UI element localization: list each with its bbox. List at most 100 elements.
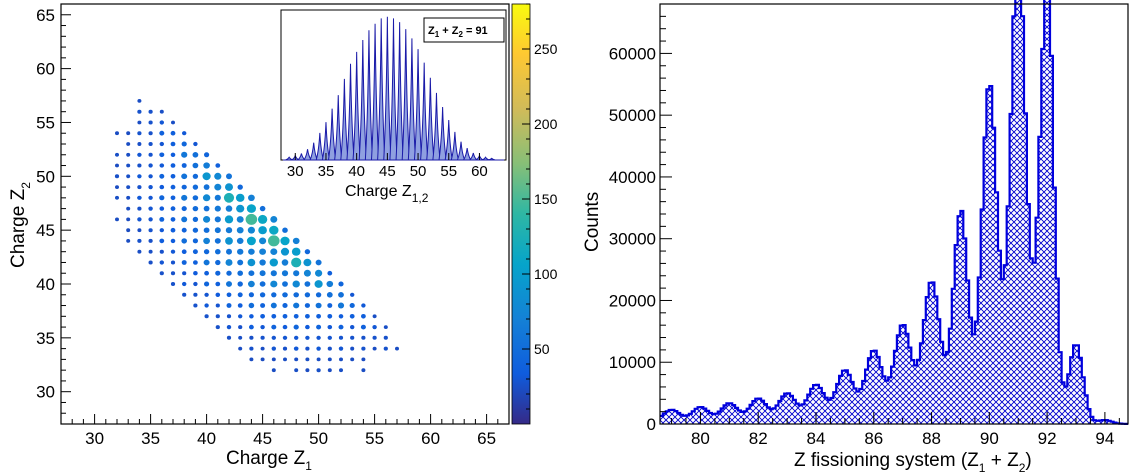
heatmap-cell (260, 335, 265, 340)
heatmap-cell (171, 120, 175, 125)
inset-peak (370, 23, 380, 161)
heatmap-cell (271, 292, 277, 298)
y-tick-label: 55 (36, 113, 55, 132)
heatmap-cell (248, 194, 255, 201)
heatmap-cell (316, 324, 322, 330)
colorbar-tick-label: 50 (534, 341, 550, 357)
heatmap-cell (338, 324, 344, 330)
heatmap-cell (350, 335, 355, 340)
hist-x-tick-label: 88 (922, 429, 941, 448)
heatmap-cell (237, 292, 243, 298)
inset-peak (358, 39, 367, 161)
heatmap-cell (159, 184, 165, 190)
heatmap-cell (126, 152, 131, 157)
heatmap-cell (148, 206, 153, 211)
heatmap-cell (214, 227, 221, 234)
heatmap-cell (282, 227, 288, 233)
heatmap-cell (203, 227, 210, 233)
heatmap-cell (315, 302, 322, 309)
heatmap-cell (225, 237, 233, 245)
heatmap-cell (223, 192, 235, 203)
histogram-x-axis-title: Z fissioning system (Z1 + Z2) (794, 450, 1032, 475)
y-tick-label: 30 (36, 383, 55, 402)
heatmap-cell (316, 357, 321, 362)
hist-y-tick-label: 10000 (609, 353, 656, 372)
heatmap-cell (214, 205, 221, 212)
hist-y-tick-label: 0 (647, 415, 656, 434)
heatmap-cell (148, 174, 153, 179)
heatmap-cell (259, 270, 266, 277)
heatmap-cell (269, 225, 279, 235)
heatmap-cell (245, 213, 258, 225)
heatmap-cell (305, 368, 310, 373)
heatmap-cell (193, 141, 198, 147)
heatmap-cell (260, 314, 265, 319)
heatmap-cell (193, 292, 198, 297)
heatmap-cell (170, 184, 176, 190)
heatmap-cell (170, 271, 176, 276)
heatmap-cell (114, 174, 120, 179)
histogram-panel: 80 82 84 86 88 90 92 94 0 10000 20000 30000 40000 50… (582, 0, 1129, 475)
heatmap-cell (225, 183, 233, 191)
heatmap-cells (114, 99, 399, 373)
heatmap-cell (159, 130, 165, 136)
heatmap-cell (350, 292, 355, 297)
x-tick-label: 45 (253, 429, 272, 448)
colorbar: 50 100 150 200 250 (511, 3, 558, 425)
heatmap-cell (236, 204, 245, 213)
heatmap-cell (316, 314, 321, 319)
heatmap-cell (170, 217, 176, 222)
heatmap-cell (193, 303, 198, 308)
heatmap-cell (327, 325, 333, 330)
x-tick-label: 50 (309, 429, 328, 448)
heatmap-cell (238, 335, 243, 340)
heatmap-cell (215, 259, 221, 266)
heatmap-cell (203, 216, 211, 223)
inset-peak (327, 108, 337, 161)
heatmap-cell (181, 151, 188, 158)
heatmap-y-ticks: 30 35 40 45 50 55 60 65 (36, 6, 71, 414)
heatmap-cell (192, 206, 199, 212)
heatmap-cell (170, 206, 176, 211)
x-tick-label: 30 (85, 429, 104, 448)
x-tick-label: 40 (197, 429, 216, 448)
heatmap-cell (225, 227, 233, 234)
heatmap-cell (315, 269, 323, 277)
heatmap-cell (237, 303, 243, 308)
heatmap-cell (327, 314, 333, 319)
heatmap-cell (361, 335, 366, 340)
heatmap-cell (170, 260, 176, 265)
heatmap-cell (181, 260, 187, 265)
inset-peak (340, 78, 349, 161)
heatmap-cell (238, 325, 243, 330)
inset-tick-label: 60 (471, 163, 488, 180)
heatmap-cell (249, 335, 254, 340)
heatmap-cell (192, 238, 198, 244)
heatmap-cell (316, 368, 321, 373)
heatmap-cell (259, 248, 266, 255)
heatmap-cell (181, 173, 188, 180)
heatmap-cell (338, 281, 344, 287)
heatmap-cell (148, 185, 153, 190)
heatmap-cell (159, 238, 165, 244)
heatmap-cell (181, 216, 188, 223)
heatmap-cell (159, 141, 164, 147)
inset-panel: 30 35 40 45 50 55 60 Charge Z1,2 Z1 + Z2 = 91 (280, 9, 507, 205)
heatmap-cell (226, 325, 232, 330)
heatmap-cell (226, 173, 232, 180)
heatmap-cell (159, 260, 164, 265)
heatmap-cell (247, 258, 256, 267)
heatmap-cell (361, 346, 366, 351)
heatmap-cell (236, 216, 244, 223)
heatmap-cell (137, 152, 142, 157)
heatmap-cell (148, 228, 153, 233)
heatmap-cell (360, 324, 366, 330)
heatmap-y-axis-title: Charge Z2 (8, 182, 33, 268)
inset-x-ticks: 30 35 40 45 50 55 60 (287, 153, 488, 180)
heatmap-cell (315, 259, 322, 266)
heatmap-cell (350, 357, 355, 362)
hist-y-tick-label: 40000 (609, 168, 656, 187)
heatmap-cell (214, 216, 221, 223)
heatmap-cell (260, 346, 265, 351)
heatmap-cell (305, 357, 310, 362)
